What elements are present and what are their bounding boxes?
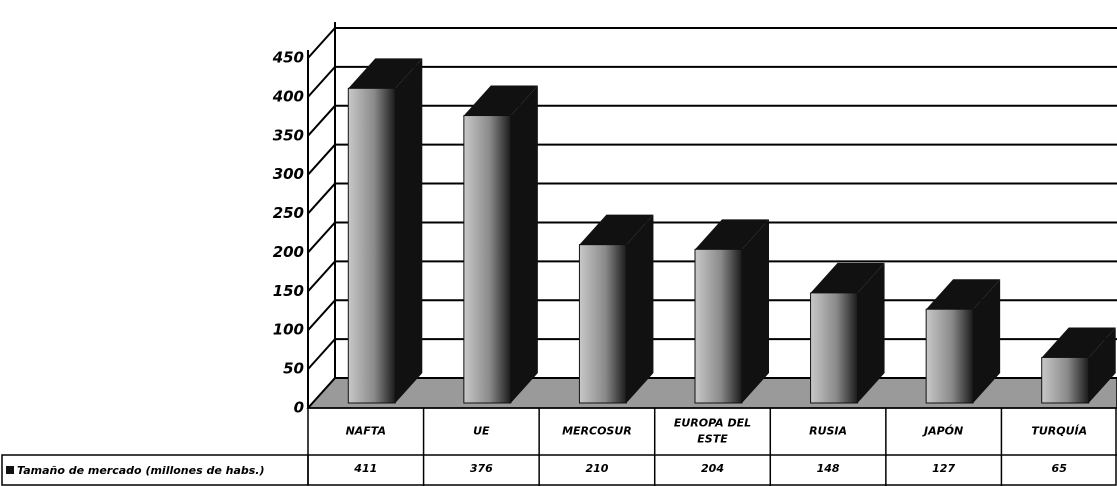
bar xyxy=(925,279,1001,404)
bar xyxy=(347,58,423,404)
bar-front xyxy=(463,115,512,404)
bar-front xyxy=(1041,356,1090,404)
bar xyxy=(694,219,769,404)
bar xyxy=(1041,327,1116,404)
x-tick-line: ESTE xyxy=(697,433,728,446)
x-tick-label: NAFTA xyxy=(346,425,386,438)
legend-cell xyxy=(1,454,309,486)
bar xyxy=(463,85,538,404)
bar-top xyxy=(1041,327,1116,358)
bar xyxy=(810,262,885,404)
grid-line xyxy=(307,27,1117,59)
bar xyxy=(578,214,654,404)
grid: 0 50 100 150 200 250 300 350 400 450 xyxy=(272,27,1117,417)
bar-side xyxy=(857,262,885,403)
y-tick-label: 300 xyxy=(273,165,304,183)
x-tick-label: RUSIA xyxy=(809,425,847,438)
bar-front xyxy=(925,308,974,404)
bar-top xyxy=(810,262,885,293)
bar-top xyxy=(579,214,654,245)
bar-front xyxy=(810,292,859,404)
legend-swatch xyxy=(6,466,14,474)
data-value: 127 xyxy=(932,462,955,475)
bar-side xyxy=(626,214,654,403)
bar-top xyxy=(926,279,1001,310)
grid-line xyxy=(307,221,1117,254)
bar-side xyxy=(973,279,1001,403)
data-value: 204 xyxy=(701,462,724,475)
bar-front xyxy=(347,87,396,404)
y-tick-label: 200 xyxy=(273,243,304,261)
data-value: 376 xyxy=(470,462,493,475)
table-border xyxy=(307,407,1117,486)
grid-line xyxy=(307,65,1117,98)
x-tick-label: JAPÓN xyxy=(922,425,963,438)
grid-line xyxy=(307,260,1117,293)
x-tick-label: UE xyxy=(473,425,490,438)
legend-label: Tamaño de mercado (millones de habs.) xyxy=(17,464,265,477)
y-tick-label: 350 xyxy=(273,126,304,144)
data-table: Tamaño de mercado (millones de habs.) NAF… xyxy=(1,407,1117,486)
y-tick-label: 100 xyxy=(273,321,304,339)
bar-front xyxy=(578,244,627,404)
data-value: 65 xyxy=(1052,462,1068,475)
y-tick-label: 450 xyxy=(272,49,304,67)
bar-side xyxy=(510,85,538,404)
x-tick-label: TURQUÍA xyxy=(1031,425,1087,438)
bar-top xyxy=(463,85,538,116)
x-tick-line: EUROPA DEL xyxy=(674,417,751,430)
grid-line xyxy=(307,182,1117,215)
y-tick-label: 400 xyxy=(272,87,304,105)
y-tick-label: 50 xyxy=(283,360,304,378)
data-value: 148 xyxy=(817,462,840,475)
grid-line xyxy=(307,143,1117,176)
bars xyxy=(347,58,1116,404)
bar-top xyxy=(695,219,769,250)
x-tick-label: MERCOSUR xyxy=(562,425,632,438)
y-tick-label: 150 xyxy=(273,282,304,300)
bar-side xyxy=(742,219,769,403)
bar-front xyxy=(694,248,743,404)
bar-side xyxy=(1088,327,1116,403)
y-tick-label: 250 xyxy=(273,204,304,222)
bar-side xyxy=(395,58,423,403)
y-tick-label: 0 xyxy=(294,399,304,417)
x-tick-label: EUROPA DEL ESTE xyxy=(674,417,751,446)
data-value: 210 xyxy=(585,462,608,475)
grid-line xyxy=(307,104,1117,137)
bar-top xyxy=(348,58,423,89)
data-value: 411 xyxy=(353,462,377,475)
